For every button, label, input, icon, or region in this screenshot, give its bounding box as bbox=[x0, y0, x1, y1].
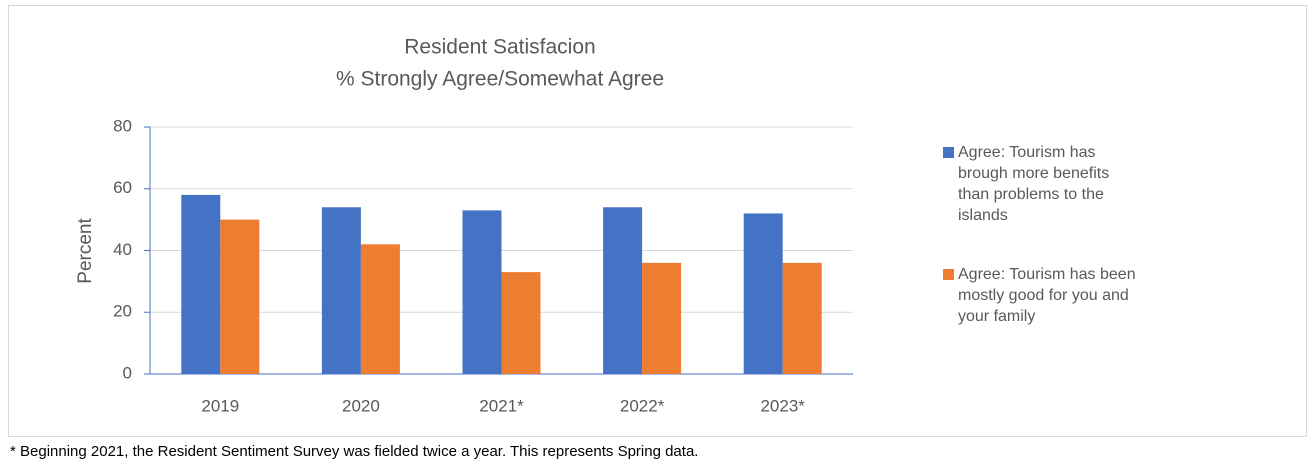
x-tick-label: 2022* bbox=[620, 396, 665, 415]
bar bbox=[782, 262, 822, 374]
chart-title: Resident Satisfacion bbox=[404, 36, 595, 59]
y-tick-label: 40 bbox=[113, 240, 132, 259]
y-axis-label: Percent bbox=[75, 218, 96, 284]
x-tick-label: 2021* bbox=[479, 396, 524, 415]
legend-label: Agree: Tourism has brough more benefits … bbox=[958, 144, 1110, 224]
chart-border bbox=[8, 5, 1307, 437]
bar bbox=[642, 262, 682, 374]
bar bbox=[501, 272, 541, 374]
bar bbox=[462, 210, 502, 374]
y-tick-label: 80 bbox=[113, 116, 132, 135]
y-tick-label: 20 bbox=[113, 302, 132, 321]
bar bbox=[743, 213, 783, 374]
legend-item: Agree: Tourism has been mostly good for … bbox=[943, 264, 1143, 327]
y-tick-label: 0 bbox=[123, 363, 132, 382]
bar bbox=[181, 194, 221, 374]
bar bbox=[603, 207, 643, 374]
x-tick-label: 2019 bbox=[201, 396, 239, 415]
legend-item: Agree: Tourism has brough more benefits … bbox=[943, 142, 1143, 226]
legend-swatch bbox=[943, 269, 954, 280]
x-tick-label: 2020 bbox=[342, 396, 380, 415]
bar bbox=[321, 207, 361, 374]
legend-swatch bbox=[943, 147, 954, 158]
y-tick-label: 60 bbox=[113, 178, 132, 197]
chart-subtitle: % Strongly Agree/Somewhat Agree bbox=[336, 68, 664, 91]
bar bbox=[360, 244, 400, 374]
legend-label: Agree: Tourism has been mostly good for … bbox=[958, 266, 1136, 325]
x-tick-label: 2023* bbox=[760, 396, 805, 415]
bar bbox=[220, 219, 260, 374]
footnote: * Beginning 2021, the Resident Sentiment… bbox=[10, 443, 699, 460]
